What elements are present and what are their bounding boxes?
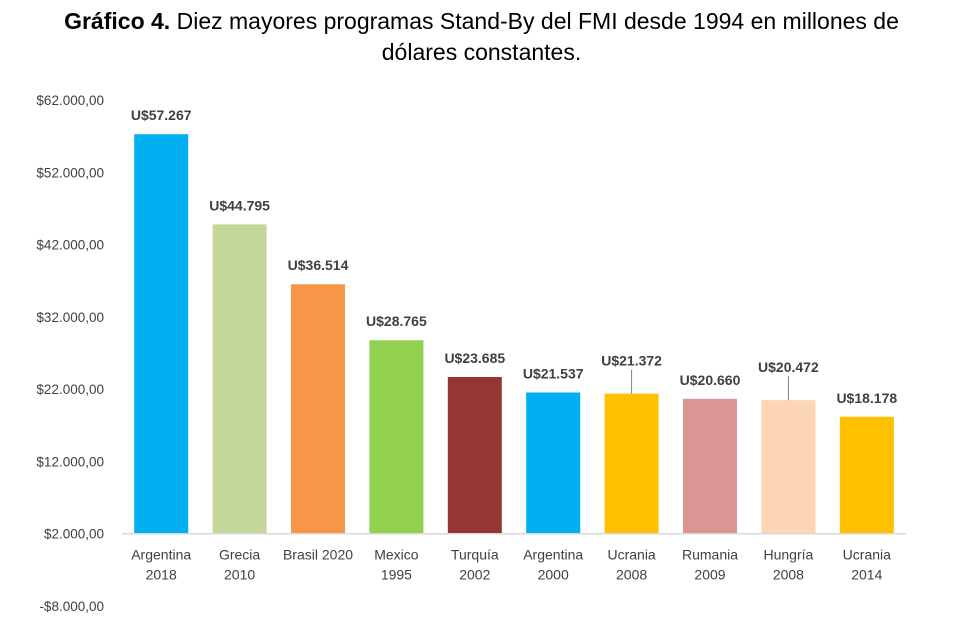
y-tick-label: $62.000,00 — [36, 93, 104, 108]
x-tick-label-line: Argentina — [523, 547, 583, 563]
bar — [447, 376, 502, 534]
chart-title-line2: dólares constantes. — [381, 39, 582, 65]
x-tick-label-line: 2014 — [851, 567, 882, 583]
data-label: U$23.685 — [444, 350, 505, 366]
bar — [134, 134, 189, 534]
y-tick-label: -$8.000,00 — [39, 599, 104, 614]
x-tick-label: Grecia 2010 — [219, 547, 260, 583]
x-tick-label-line: Turquía — [451, 547, 499, 563]
x-tick-label-line: 2010 — [224, 567, 255, 583]
y-tick-label: $32.000,00 — [36, 310, 104, 325]
chart-title-line1: Diez mayores programas Stand-By del FMI … — [170, 8, 899, 34]
bar — [839, 416, 894, 534]
x-tick-label: Ucrania 2008 — [607, 547, 655, 583]
x-tick-label: Hungría 2008 — [763, 547, 813, 583]
x-tick-label-line: Ucrania — [607, 547, 655, 563]
y-axis: $62.000,00 $52.000,00 $42.000,00 $32.000,00… — [36, 93, 104, 614]
chart-title: Gráfico 4. Diez mayores programas Stand-… — [0, 6, 963, 68]
x-tick-label-line: 2009 — [694, 567, 725, 583]
bars: U$57.267 U$44.795 U$36.514 U$28.765 U$23.685… — [131, 107, 897, 534]
data-label: U$20.472 — [758, 359, 819, 375]
y-tick-label: $2.000,00 — [44, 527, 104, 542]
x-tick-label: Rumania 2009 — [682, 547, 738, 583]
x-tick-label-line: Hungría — [763, 547, 813, 563]
x-tick-label: Ucrania 2014 — [843, 547, 891, 583]
y-tick-label: $52.000,00 — [36, 165, 104, 180]
data-label: U$44.795 — [209, 197, 270, 213]
x-tick-label-line: 1995 — [381, 567, 412, 583]
x-tick-label-line: Mexico — [374, 547, 419, 563]
bar — [604, 393, 659, 534]
x-tick-label-line: Rumania — [682, 547, 738, 563]
x-tick-label-line: 2018 — [146, 567, 177, 583]
y-tick-label: $12.000,00 — [36, 454, 104, 469]
data-label: U$57.267 — [131, 107, 192, 123]
bar — [369, 340, 424, 534]
x-tick-label-line: Brasil 2020 — [283, 547, 353, 563]
bar — [761, 400, 816, 534]
x-tick-label: Turquía 2002 — [451, 547, 499, 583]
y-tick-label: $22.000,00 — [36, 382, 104, 397]
x-tick-label-line: 2008 — [773, 567, 804, 583]
x-axis: Argentina 2018 Grecia 2010 Brasil 2020 Mexico… — [122, 532, 906, 583]
x-tick-label-line: 2008 — [616, 567, 647, 583]
data-label: U$36.514 — [288, 257, 349, 273]
data-label: U$21.372 — [601, 353, 662, 369]
x-tick-label-line: Grecia — [219, 547, 260, 563]
x-tick-label: Argentina 2018 — [131, 547, 191, 583]
x-tick-label: Mexico 1995 — [374, 547, 419, 583]
data-label: U$20.660 — [680, 372, 741, 388]
bar — [212, 224, 267, 534]
x-tick-label: Brasil 2020 — [283, 547, 353, 563]
x-tick-label-line: Ucrania — [843, 547, 891, 563]
data-label: U$21.537 — [523, 365, 584, 381]
bar — [683, 398, 737, 534]
bar — [291, 284, 345, 534]
data-label: U$28.765 — [366, 313, 427, 329]
x-tick-label-line: 2002 — [459, 567, 490, 583]
y-tick-label: $42.000,00 — [36, 238, 104, 253]
chart-title-prefix: Gráfico 4. — [64, 8, 171, 34]
data-label: U$18.178 — [836, 390, 897, 406]
x-tick-label-line: Argentina — [131, 547, 191, 563]
x-tick-label: Argentina 2000 — [523, 547, 583, 583]
bar — [526, 392, 581, 534]
x-tick-label-line: 2000 — [538, 567, 569, 583]
